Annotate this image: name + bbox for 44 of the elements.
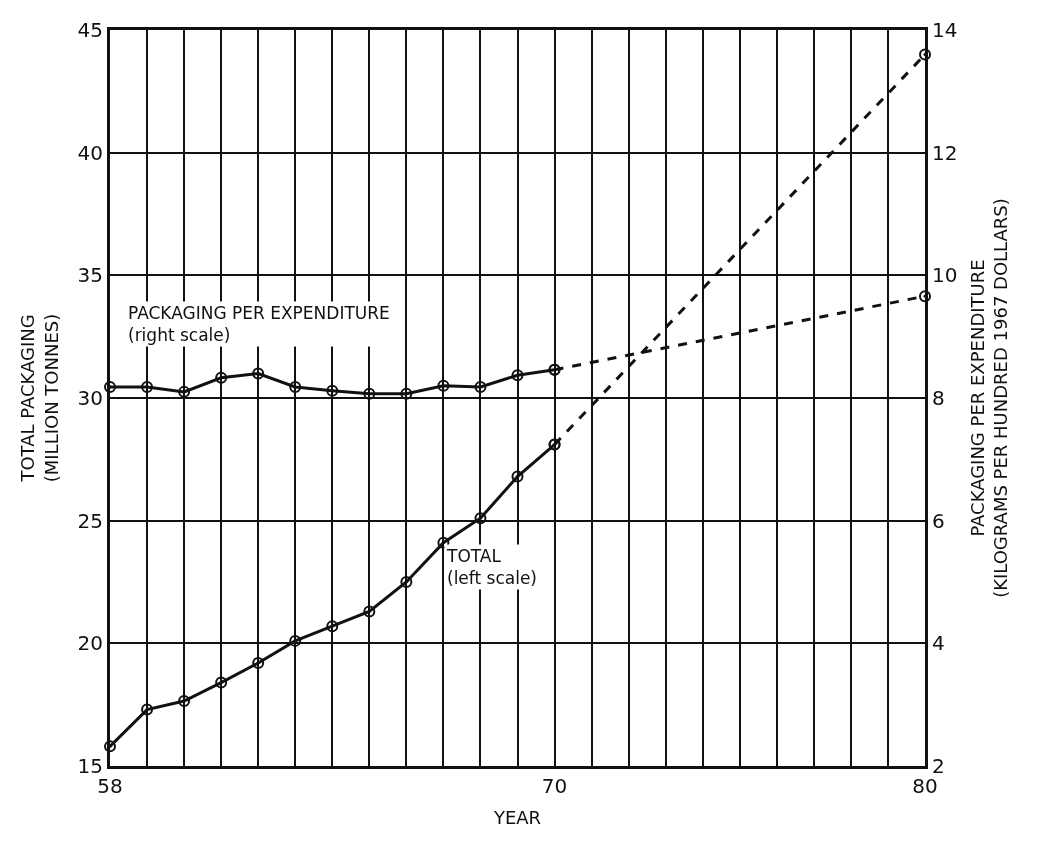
point: [919, 290, 931, 303]
point: [104, 380, 116, 393]
y-axis-title: TOTAL PACKAGING (MILLION TONNES): [17, 313, 62, 483]
point: [141, 380, 154, 393]
y-tick-label: 40: [77, 140, 103, 165]
annotation: TOTAL (left scale): [446, 546, 538, 589]
point: [252, 656, 265, 669]
y2-tick-label: 4: [932, 631, 945, 656]
point: [437, 536, 450, 549]
point: [511, 369, 524, 382]
y-tick-label: 20: [77, 631, 103, 656]
point: [400, 387, 413, 400]
y2-tick-label: 10: [932, 263, 958, 288]
point: [363, 387, 376, 400]
point: [141, 703, 154, 716]
point: [326, 620, 339, 633]
y2-tick-label: 8: [932, 386, 945, 410]
point: [289, 634, 302, 647]
point: [104, 740, 116, 753]
y2-tick-label: 14: [932, 18, 958, 42]
x-tick-label: 70: [541, 774, 568, 798]
point: [178, 385, 191, 398]
point: [474, 512, 487, 525]
point: [363, 605, 376, 618]
point: [178, 694, 191, 707]
y2-axis-title: PACKAGING PER EXPENDITURE (KILOGRAMS PER HUNDRED 1967 DOLLARS): [966, 198, 1011, 598]
point: [400, 576, 413, 588]
point: [215, 371, 228, 384]
y-tick-label: 35: [77, 263, 103, 288]
y-tick-label: 45: [77, 18, 103, 42]
y2-tick-label: 12: [932, 140, 958, 165]
point: [289, 380, 302, 393]
point: [215, 676, 228, 689]
x-axis-title: YEAR: [492, 807, 542, 829]
point: [919, 48, 931, 61]
point: [511, 470, 524, 483]
point: [326, 384, 339, 397]
y2-tick-label: 6: [932, 508, 945, 533]
point: [437, 379, 450, 392]
point: [474, 380, 487, 393]
y-tick-label: 25: [77, 508, 103, 533]
point: [252, 367, 265, 380]
y-tick-label: 30: [77, 386, 103, 410]
annotation: PACKAGING PER EXPENDITURE (right scale): [128, 303, 390, 346]
